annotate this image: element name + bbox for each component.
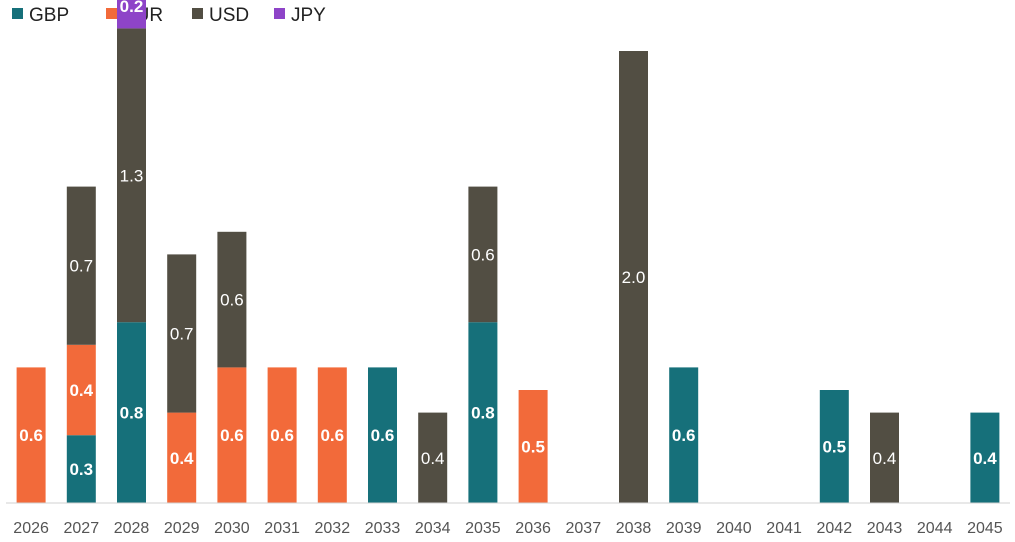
data-label-gbp-2033: 0.6 bbox=[371, 426, 395, 445]
bar-usd-2034 bbox=[418, 412, 448, 503]
x-tick-2030: 2030 bbox=[214, 520, 250, 537]
data-label-eur-2030: 0.6 bbox=[220, 426, 244, 445]
bar-eur-2030 bbox=[217, 367, 247, 503]
data-label-eur-2026: 0.6 bbox=[19, 426, 43, 445]
data-label-gbp-2028: 0.8 bbox=[120, 404, 144, 423]
legend-swatch-gbp bbox=[12, 8, 23, 19]
x-tick-2037: 2037 bbox=[566, 520, 602, 537]
bar-eur-2036 bbox=[518, 390, 548, 503]
data-label-eur-2032: 0.6 bbox=[320, 426, 344, 445]
x-tick-2032: 2032 bbox=[315, 520, 351, 537]
data-label-usd-2027: 0.7 bbox=[69, 257, 93, 276]
bar-eur-2027 bbox=[66, 344, 96, 436]
x-tick-2038: 2038 bbox=[616, 520, 652, 537]
x-tick-2043: 2043 bbox=[867, 520, 903, 537]
chart-bars bbox=[16, 0, 1000, 503]
legend-swatch-jpy bbox=[274, 8, 285, 19]
data-label-usd-2028: 1.3 bbox=[120, 166, 144, 185]
x-tick-2029: 2029 bbox=[164, 520, 200, 537]
x-tick-2036: 2036 bbox=[515, 520, 551, 537]
data-label-gbp-2042: 0.5 bbox=[822, 438, 846, 457]
bar-eur-2026 bbox=[16, 367, 46, 503]
x-tick-2031: 2031 bbox=[264, 520, 300, 537]
legend-swatch-eur bbox=[106, 8, 117, 19]
x-tick-2040: 2040 bbox=[716, 520, 752, 537]
data-label-usd-2038: 2.0 bbox=[622, 268, 646, 287]
chart-data-labels: 0.6 0.3 0.4 0.7 0.8 1.3 0.2 0.4 0.7 0.6 0.6 0.6 0.6 0… bbox=[19, 0, 997, 479]
data-label-usd-2035: 0.6 bbox=[471, 245, 495, 264]
data-label-jpy-2028: 0.2 bbox=[120, 0, 144, 16]
bar-gbp-2035 bbox=[468, 322, 498, 503]
x-tick-2035: 2035 bbox=[465, 520, 501, 537]
bar-usd-2028 bbox=[117, 28, 146, 323]
bar-gbp-2045 bbox=[970, 412, 1000, 503]
bar-jpy-2028 bbox=[117, 0, 146, 29]
x-tick-2033: 2033 bbox=[365, 520, 401, 537]
bar-gbp-2042 bbox=[819, 390, 849, 503]
x-tick-2042: 2042 bbox=[817, 520, 853, 537]
chart-legend: GBPEURUSDJPY bbox=[12, 5, 326, 26]
data-label-usd-2029: 0.7 bbox=[170, 325, 194, 344]
bar-eur-2029 bbox=[167, 412, 197, 503]
data-label-gbp-2039: 0.6 bbox=[672, 426, 696, 445]
legend-label-usd: USD bbox=[209, 5, 249, 26]
bar-gbp-2039 bbox=[669, 367, 699, 503]
bar-usd-2030 bbox=[217, 231, 247, 368]
bar-usd-2027 bbox=[66, 186, 96, 345]
bar-usd-2038 bbox=[619, 51, 648, 503]
bar-gbp-2028 bbox=[117, 322, 146, 503]
legend-label-jpy: JPY bbox=[291, 5, 326, 26]
x-tick-2028: 2028 bbox=[114, 520, 150, 537]
data-label-usd-2043: 0.4 bbox=[873, 449, 897, 468]
data-label-eur-2029: 0.4 bbox=[170, 449, 194, 468]
bar-eur-2032 bbox=[317, 367, 347, 503]
x-tick-2045: 2045 bbox=[967, 520, 1003, 537]
x-tick-2034: 2034 bbox=[415, 520, 451, 537]
x-tick-2044: 2044 bbox=[917, 520, 953, 537]
bar-usd-2043 bbox=[870, 412, 899, 503]
x-tick-2041: 2041 bbox=[766, 520, 802, 537]
x-tick-2026: 2026 bbox=[13, 520, 49, 537]
data-label-gbp-2035: 0.8 bbox=[471, 404, 495, 423]
bar-usd-2029 bbox=[167, 254, 197, 413]
data-label-gbp-2027: 0.3 bbox=[69, 460, 93, 479]
legend-label-gbp: GBP bbox=[29, 5, 69, 26]
data-label-eur-2031: 0.6 bbox=[270, 426, 294, 445]
data-label-eur-2036: 0.5 bbox=[521, 438, 545, 457]
bar-gbp-2033 bbox=[368, 367, 397, 503]
bar-gbp-2027 bbox=[66, 435, 96, 503]
data-label-gbp-2045: 0.4 bbox=[973, 449, 997, 468]
bar-usd-2035 bbox=[468, 186, 498, 323]
legend-swatch-usd bbox=[192, 8, 203, 19]
data-label-usd-2034: 0.4 bbox=[421, 449, 445, 468]
bar-eur-2031 bbox=[267, 367, 297, 503]
x-axis-tick-labels: 2026 2027 2028 2029 2030 2031 2032 2033 2034 2035… bbox=[13, 520, 1002, 537]
x-tick-2039: 2039 bbox=[666, 520, 702, 537]
x-tick-2027: 2027 bbox=[64, 520, 100, 537]
data-label-eur-2027: 0.4 bbox=[69, 381, 93, 400]
data-label-usd-2030: 0.6 bbox=[220, 291, 244, 310]
